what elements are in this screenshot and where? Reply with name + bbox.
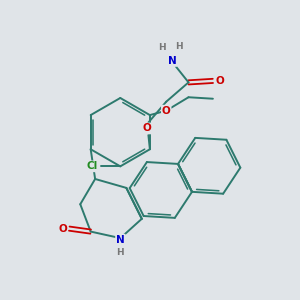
Text: Cl: Cl	[86, 161, 98, 171]
Text: O: O	[215, 76, 224, 86]
Text: O: O	[142, 124, 151, 134]
Text: N: N	[116, 235, 125, 244]
Text: N: N	[168, 56, 176, 66]
Text: H: H	[158, 43, 166, 52]
Text: H: H	[116, 248, 124, 257]
Text: H: H	[175, 42, 182, 51]
Text: O: O	[162, 106, 171, 116]
Text: O: O	[58, 224, 67, 234]
